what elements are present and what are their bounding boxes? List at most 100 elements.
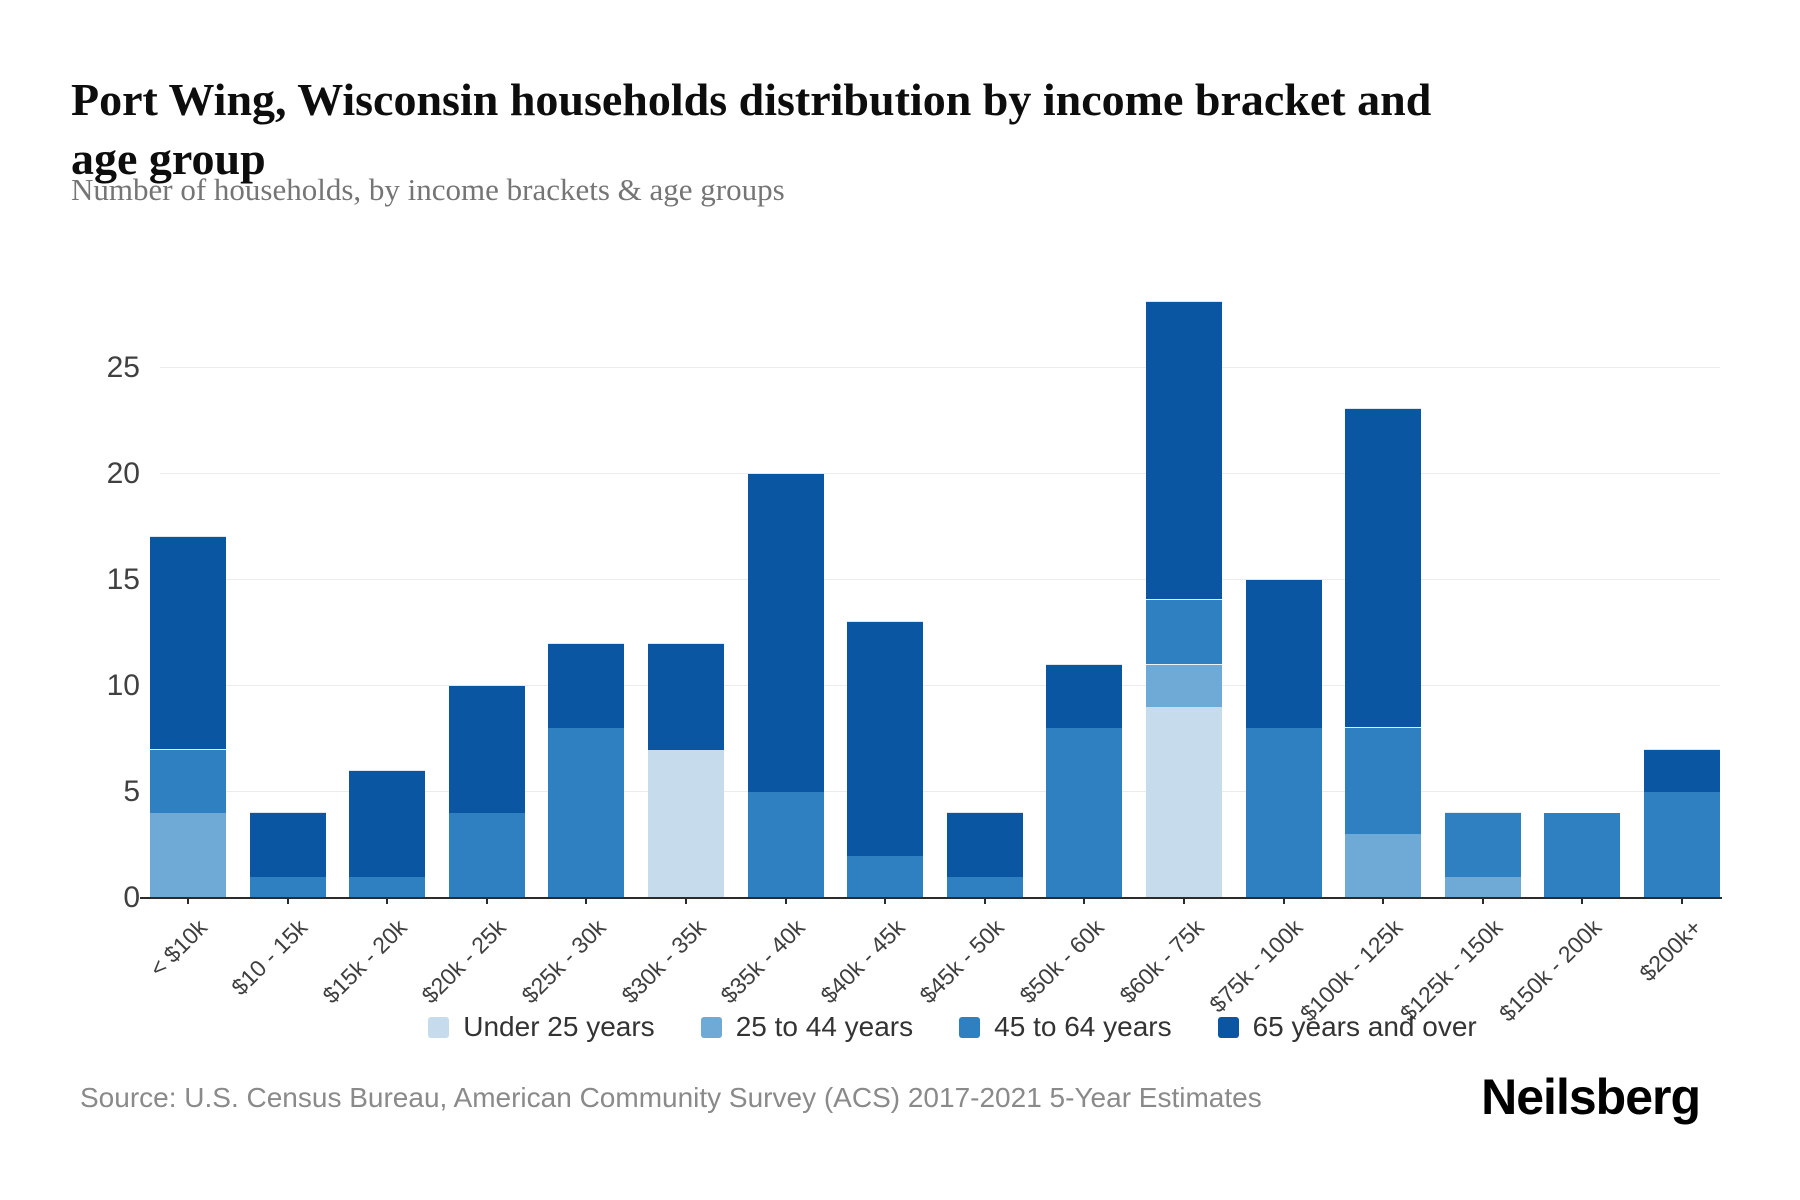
x-axis-tick [1481, 898, 1484, 904]
bar-segment[interactable] [1444, 876, 1521, 898]
bar-segment[interactable] [1145, 663, 1222, 708]
bar-segment[interactable] [747, 473, 824, 792]
x-axis-tick [187, 898, 189, 904]
x-axis-category-label: $200k+ [1634, 914, 1707, 987]
gridline-y-5 [160, 791, 1720, 792]
bar-segment[interactable] [1444, 812, 1521, 877]
x-axis-category-label: $40k - 45k [815, 914, 910, 1009]
gridline-y-25 [160, 367, 1720, 368]
x-axis-tick [1282, 898, 1285, 904]
x-axis-category-label: $25k - 30k [516, 914, 611, 1009]
legend-item-65-years-and-over[interactable]: 65 years and over [1217, 1011, 1477, 1043]
legend-item-under-25-years[interactable]: Under 25 years [428, 1011, 655, 1043]
legend-label: Under 25 years [463, 1011, 655, 1042]
x-axis-category-label: $30k - 35k [616, 914, 711, 1009]
bar-segment[interactable] [946, 876, 1023, 898]
bar-segment[interactable] [1345, 834, 1422, 898]
bar-segment[interactable] [1643, 792, 1720, 898]
legend-item-25-to-44-years[interactable]: 25 to 44 years [700, 1011, 914, 1043]
y-axis-tick-label: 10 [106, 669, 140, 702]
page-subtitle: Number of households, by income brackets… [71, 172, 785, 207]
bar-$50k - 60k [1046, 663, 1123, 898]
bar-segment[interactable] [1245, 728, 1322, 898]
bar-segment[interactable] [448, 685, 525, 814]
y-axis-tick-label: 15 [106, 563, 140, 596]
bar-segment[interactable] [249, 812, 326, 877]
bar-$60k - 75k [1145, 301, 1222, 898]
legend-item-45-to-64-years[interactable]: 45 to 64 years [959, 1011, 1172, 1043]
bar-segment[interactable] [1544, 813, 1621, 898]
bar-segment[interactable] [847, 621, 924, 856]
legend-swatch-icon [700, 1016, 722, 1038]
bar-segment[interactable] [548, 642, 625, 729]
bar-$35k - 40k [747, 473, 824, 898]
bar-segment[interactable] [548, 728, 625, 898]
x-axis-tick [286, 898, 289, 904]
bar-$25k - 30k [548, 642, 625, 898]
x-axis-tick [1681, 898, 1683, 904]
x-axis-category-label: < $10k [144, 914, 213, 982]
bar-segment[interactable] [1345, 727, 1422, 835]
y-axis-tick-label: 5 [123, 775, 140, 808]
chart-legend: Under 25 years 25 to 44 years 45 to 64 yea… [0, 1005, 1800, 1049]
bar-$30k - 35k [647, 642, 724, 898]
bar-segment[interactable] [1643, 748, 1720, 792]
x-axis-tick [685, 898, 687, 904]
x-axis-category-label: $35k - 40k [715, 914, 810, 1009]
bar-$100k - 125k [1345, 408, 1422, 898]
bar-segment[interactable] [647, 642, 724, 750]
bar-segment[interactable] [448, 813, 525, 898]
x-axis-category-label: $20k - 25k [416, 914, 512, 1009]
bar-$125k - 150k [1444, 812, 1521, 898]
bar-series-container [150, 252, 1720, 898]
bar-segment[interactable] [150, 748, 226, 814]
y-axis-tick-label: 0 [123, 881, 140, 914]
x-axis-tick [1581, 898, 1584, 904]
y-axis-tick-label: 25 [106, 351, 140, 384]
x-axis-tick [386, 898, 389, 904]
bar-$75k - 100k [1245, 579, 1322, 898]
bar-segment[interactable] [647, 749, 724, 898]
x-axis-category-label: $50k - 60k [1014, 914, 1109, 1009]
bar-$200k+ [1643, 748, 1720, 898]
x-axis-tick [585, 898, 588, 904]
y-axis-tick-label: 20 [106, 457, 140, 490]
page-title: Port Wing, Wisconsin households distribu… [71, 73, 1432, 184]
x-axis-category-label: $45k - 50k [914, 914, 1010, 1009]
bar-segment[interactable] [1145, 599, 1222, 664]
bar-segment[interactable] [150, 535, 226, 749]
x-axis-line [140, 897, 1722, 899]
bar-segment[interactable] [1245, 579, 1322, 729]
bar-segment[interactable] [747, 792, 824, 898]
bar-segment[interactable] [249, 876, 326, 898]
bar-segment[interactable] [1145, 707, 1222, 898]
x-axis-tick [784, 898, 787, 904]
bar-segment[interactable] [150, 813, 226, 898]
bar-segment[interactable] [1046, 728, 1123, 898]
legend-label: 65 years and over [1252, 1011, 1477, 1042]
y-axis-labels: 0 5 10 15 20 25 [8, 0, 140, 1200]
legend-swatch-icon [428, 1016, 450, 1038]
bar-segment[interactable] [946, 812, 1023, 877]
bar-segment[interactable] [1345, 408, 1422, 728]
bar-$150k - 200k [1544, 813, 1621, 898]
bar-segment[interactable] [349, 876, 426, 898]
bar-segment[interactable] [847, 855, 924, 898]
legend-label: 25 to 44 years [735, 1011, 914, 1042]
source-note: Source: U.S. Census Bureau, American Com… [80, 1082, 1262, 1113]
x-axis-tick [1083, 898, 1086, 904]
bar-$20k - 25k [448, 685, 525, 898]
bar-segment[interactable] [1145, 301, 1222, 600]
chart-plot-area [140, 252, 1722, 904]
gridline-y-15 [160, 579, 1720, 580]
x-axis-tick [884, 898, 887, 904]
bar-segment[interactable] [349, 769, 426, 877]
x-axis-tick [1183, 898, 1185, 904]
gridline-y-20 [160, 473, 1720, 474]
x-axis-category-label: $60k - 75k [1114, 914, 1209, 1009]
x-axis-tick [485, 898, 488, 904]
x-axis-category-label: $10 - 15k [225, 914, 312, 1001]
bar-$15k - 20k [349, 769, 426, 898]
bar-segment[interactable] [1046, 663, 1123, 729]
gridline-y-10 [160, 685, 1720, 686]
